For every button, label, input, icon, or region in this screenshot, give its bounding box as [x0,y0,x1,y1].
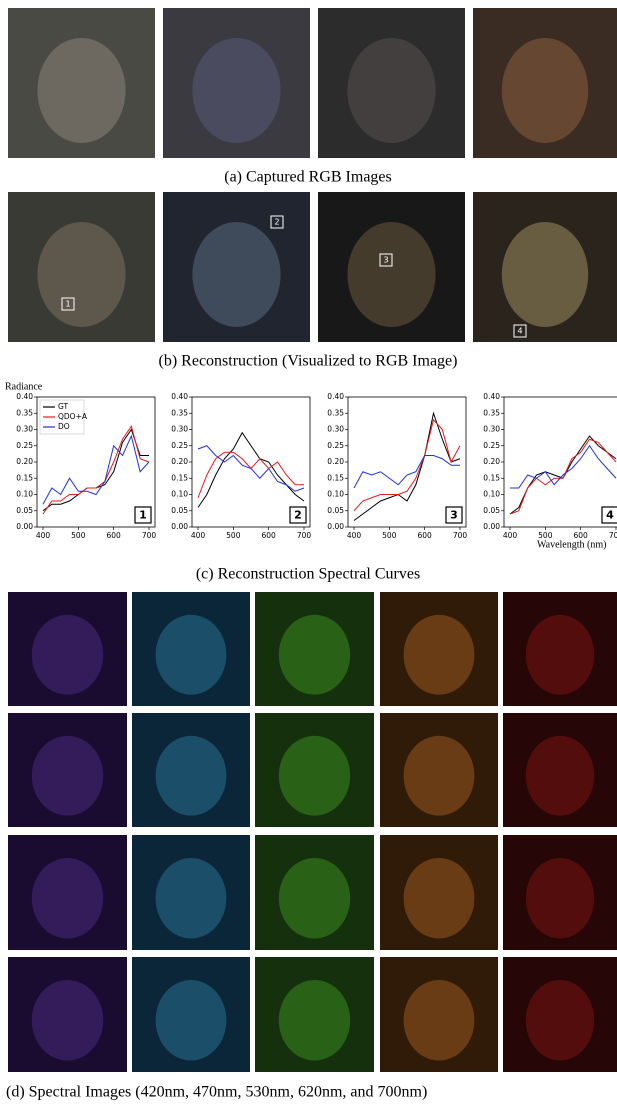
x-tick-label: 500 [71,531,86,540]
x-tick-label: 600 [262,531,277,540]
y-tick-label: 0.05 [327,506,344,515]
y-tick-label: 0.35 [16,408,33,417]
curve-number: 3 [450,509,458,522]
y-tick-label: 0.05 [16,506,33,515]
x-tick-label: 500 [382,531,397,540]
y-tick-label: 0.20 [16,457,33,466]
photo-subject [279,858,350,939]
photo-subject [279,980,350,1061]
y-tick-label: 0.00 [171,522,188,531]
caption: (a) Captured RGB Images [224,169,392,186]
y-tick-label: 0.25 [483,441,500,450]
photo-subject [404,736,475,816]
y-tick-label: 0.10 [171,490,188,499]
marker-label: 4 [517,327,522,336]
curve-number: 4 [606,509,614,522]
photo-subject [279,736,350,816]
curve-number: 2 [294,509,302,522]
x-tick-label: 400 [503,531,518,540]
y-tick-label: 0.25 [171,441,188,450]
photo-subject [192,38,280,143]
caption: (d) Spectral Images (420nm, 470nm, 530nm… [6,1084,427,1101]
photo-subject [156,736,227,816]
photo-subject [404,858,475,939]
photo-subject [347,222,435,327]
y-tick-label: 0.10 [16,490,33,499]
caption: (c) Reconstruction Spectral Curves [196,566,420,583]
x-axis-label: Wavelength (nm) [537,539,606,550]
x-tick-label: 700 [453,531,468,540]
x-tick-label: 400 [36,531,51,540]
x-tick-label: 700 [142,531,157,540]
photo-subject [156,615,227,695]
photo-subject [32,615,103,695]
y-tick-label: 0.00 [483,522,500,531]
y-axis-label: Radiance [5,381,43,392]
y-tick-label: 0.20 [171,457,188,466]
y-tick-label: 0.35 [171,408,188,417]
legend-label: DO [58,422,70,431]
x-tick-label: 500 [226,531,241,540]
x-tick-label: 600 [107,531,122,540]
y-tick-label: 0.05 [171,506,188,515]
photo-subject [404,615,475,695]
legend-label: QDO+A [58,412,88,421]
photo-subject [156,858,227,939]
caption: (b) Reconstruction (Visualized to RGB Im… [159,353,458,370]
photo-subject [279,615,350,695]
y-tick-label: 0.35 [483,408,500,417]
photo-subject [32,858,103,939]
x-tick-label: 700 [609,531,617,540]
photo-subject [526,615,594,695]
y-tick-label: 0.20 [483,457,500,466]
y-tick-label: 0.20 [327,457,344,466]
y-tick-label: 0.10 [327,490,344,499]
y-tick-label: 0.15 [327,473,344,482]
y-tick-label: 0.40 [327,392,344,401]
x-tick-label: 400 [347,531,362,540]
photo-subject [37,222,125,327]
marker-label: 2 [274,218,279,227]
y-tick-label: 0.15 [171,473,188,482]
y-tick-label: 0.00 [327,522,344,531]
y-tick-label: 0.25 [327,441,344,450]
photo-subject [32,980,103,1061]
marker-label: 1 [65,300,70,309]
legend-label: GT [58,402,69,411]
y-tick-label: 0.15 [16,473,33,482]
y-tick-label: 0.30 [483,425,500,434]
y-tick-label: 0.00 [16,522,33,531]
y-tick-label: 0.15 [483,473,500,482]
y-tick-label: 0.10 [483,490,500,499]
photo-subject [156,980,227,1061]
photo-subject [526,858,594,939]
photo-subject [404,980,475,1061]
photo-subject [526,736,594,816]
photo-subject [347,38,435,143]
photo-subject [37,38,125,143]
plot-frame [504,397,617,527]
x-tick-label: 600 [418,531,433,540]
y-tick-label: 0.30 [327,425,344,434]
y-tick-label: 0.35 [327,408,344,417]
figure: (a) Captured RGB Images (b) Reconstructi… [0,0,617,1110]
y-tick-label: 0.25 [16,441,33,450]
y-tick-label: 0.05 [483,506,500,515]
photo-subject [526,980,594,1061]
x-tick-label: 700 [297,531,312,540]
y-tick-label: 0.40 [483,392,500,401]
y-tick-label: 0.40 [16,392,33,401]
photo-subject [192,222,280,327]
y-tick-label: 0.30 [171,425,188,434]
photo-subject [502,38,588,143]
marker-label: 3 [383,256,388,265]
y-tick-label: 0.30 [16,425,33,434]
x-tick-label: 400 [191,531,206,540]
photo-subject [32,736,103,816]
y-tick-label: 0.40 [171,392,188,401]
curve-number: 1 [139,509,147,522]
photo-subject [502,222,588,327]
